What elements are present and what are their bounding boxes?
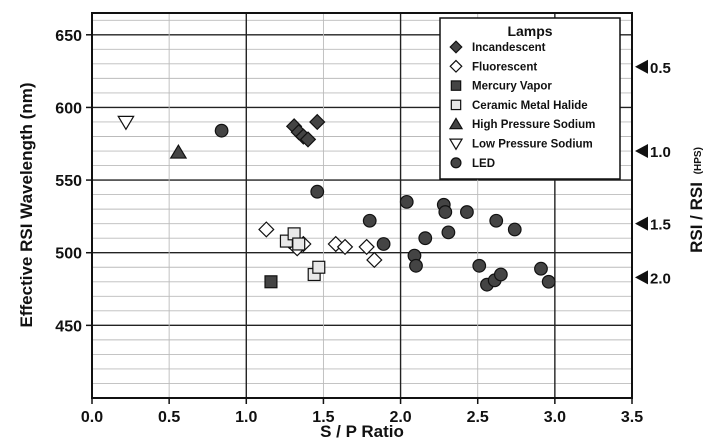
x-tick-label: 1.0 [235,409,257,426]
data-point-incandescent [299,131,317,148]
data-point-led [534,261,548,276]
right-axis-title-main: RSI / RSI [687,182,706,253]
right-axis-title: RSI / RSI (HPS) [687,147,706,253]
data-point-led [541,274,556,289]
right-axis-markers: 0.5 1.0 1.5 2.0 [635,59,671,287]
data-point-led [489,213,504,228]
x-tick-label: 3.5 [621,409,643,426]
y-tick-label: 650 [55,28,82,45]
y-tick-label: 450 [55,318,82,335]
legend-marker-fluorescent [449,59,463,73]
y-axis: 450 500 550 600 650 [55,28,92,335]
data-point-mercury-vapor [264,275,278,289]
y-tick-label: 600 [55,100,82,117]
right-axis-marker [635,59,648,74]
x-tick-label: 0.0 [81,409,103,426]
data-point-led [214,123,229,138]
legend-items: Incandescent Fluorescent Mercury Vapor Cera… [448,40,595,170]
right-axis-marker-label: 2.0 [650,270,671,287]
legend-box [439,17,621,180]
data-point-fluorescent [366,251,383,269]
data-point-led [376,237,391,251]
data-point-led [409,258,423,273]
svg-text:RSI / RSI (HPS): RSI / RSI (HPS) [687,147,706,253]
right-axis-title-sub: (HPS) [693,147,704,174]
data-point-led [507,222,522,237]
data-point-fluorescent [358,238,375,256]
data-point-led [441,225,456,240]
data-point-low-pressure-sodium [117,115,135,131]
plot-frame [91,12,633,399]
x-tick-label: 3.0 [544,409,566,426]
right-axis-marker-label: 1.0 [650,144,671,161]
right-axis-marker [635,216,648,231]
data-point-led [310,184,325,199]
legend-label-incandescent: Incandescent [472,42,546,54]
data-point-led [438,205,453,219]
right-axis-marker-label: 1.5 [650,217,671,234]
data-point-ceramic-metal-halide [312,260,326,274]
data-point-led [493,267,508,282]
legend-title: Lamps [507,23,552,39]
right-axis-marker [635,144,648,159]
x-axis: 0.0 0.5 1.0 1.5 2.0 2.5 3.0 3.5 [81,398,643,426]
data-points [117,113,556,292]
data-point-high-pressure-sodium [169,143,188,159]
legend: Lamps Incandescent Fluorescent Mercury Vap… [439,17,621,180]
data-point-led [399,194,414,209]
x-axis-title: S / P Ratio [320,422,404,441]
legend-marker-ceramic-metal-halide [450,99,462,111]
y-axis-title: Effective RSI Wavelength (nm) [17,83,36,328]
data-point-fluorescent [258,221,275,238]
legend-marker-high-pressure-sodium [448,117,464,130]
legend-label-ceramic-metal-halide: Ceramic Metal Halide [472,100,588,112]
data-point-led [418,231,433,246]
right-axis-marker-label: 0.5 [650,60,671,77]
legend-label-low-pressure-sodium: Low Pressure Sodium [472,139,593,151]
x-tick-label: 2.0 [389,409,411,426]
legend-marker-low-pressure-sodium [448,138,464,151]
data-point-led [362,213,377,228]
legend-label-fluorescent: Fluorescent [472,61,537,73]
y-tick-label: 550 [55,173,82,190]
x-tick-label: 0.5 [158,409,180,426]
legend-marker-mercury-vapor [450,80,462,91]
x-tick-label: 1.5 [312,409,334,426]
x-tick-label: 2.5 [467,409,489,426]
right-axis-marker [635,270,648,285]
legend-marker-led [450,157,462,169]
data-point-led [472,258,487,273]
data-point-ceramic-metal-halide [292,237,306,251]
y-tick-label: 500 [55,246,82,263]
legend-label-high-pressure-sodium: High Pressure Sodium [472,119,595,131]
data-point-fluorescent [336,238,354,256]
legend-marker-incandescent [449,40,463,54]
legend-label-led: LED [472,158,495,170]
data-point-led [460,205,474,219]
data-point-incandescent [309,113,326,131]
legend-label-mercury-vapor: Mercury Vapor [472,81,552,93]
